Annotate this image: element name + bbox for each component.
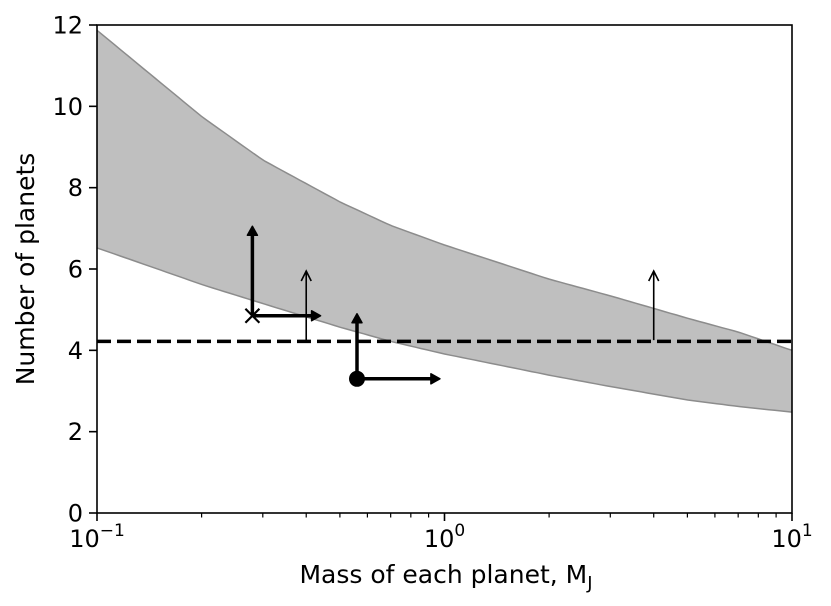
x-axis-label-subscript: J xyxy=(586,573,592,594)
x-tick-label-base: 10 xyxy=(69,525,100,553)
y-tick-label: 8 xyxy=(68,174,83,202)
x-marker xyxy=(244,225,322,324)
y-tick-label: 4 xyxy=(68,337,83,365)
x-axis-ticks: 10−1 100 101 xyxy=(69,513,813,553)
dot-marker xyxy=(348,312,441,387)
y-tick-label: 0 xyxy=(68,500,83,528)
x-axis-label-text: Mass of each planet, M xyxy=(299,560,587,589)
x-tick-label-base: 10 xyxy=(771,525,802,553)
x-axis-label: Mass of each planet, MJ xyxy=(299,560,592,594)
y-axis-ticks: 0 2 4 6 8 10 12 xyxy=(52,12,97,528)
band-lower-edge xyxy=(97,247,792,413)
y-tick-label: 12 xyxy=(52,12,83,40)
y-tick-label: 10 xyxy=(52,93,83,121)
x-tick-label: 101 xyxy=(771,521,812,553)
x-tick-label-exponent: 1 xyxy=(802,521,813,541)
dot-marker-symbol xyxy=(348,370,365,387)
y-tick-label: 2 xyxy=(68,418,83,446)
lower-limit-arrow-2-head xyxy=(648,269,660,282)
lower-limit-arrow-1-head xyxy=(300,269,312,282)
marker-group xyxy=(244,225,660,387)
x-marker-right-arrow-head xyxy=(310,310,322,322)
shaded-band xyxy=(97,30,792,413)
y-tick-label: 6 xyxy=(68,256,83,284)
x-tick-label-exponent: 0 xyxy=(454,521,465,541)
lower-limit-arrow-2 xyxy=(648,269,660,341)
x-tick-label: 100 xyxy=(424,521,465,553)
band-upper-edge xyxy=(97,29,792,352)
y-axis-label: Number of planets xyxy=(11,153,40,386)
x-marker-up-arrow-head xyxy=(246,225,259,237)
x-tick-label-base: 10 xyxy=(424,525,455,553)
dot-marker-right-arrow-head xyxy=(430,373,441,385)
plot-area xyxy=(97,29,792,413)
lower-limit-arrow-1 xyxy=(300,269,312,341)
x-marker-symbol xyxy=(244,307,261,324)
x-tick-label-exponent: −1 xyxy=(100,521,125,541)
x-tick-label: 10−1 xyxy=(69,521,125,553)
dot-marker-up-arrow-head xyxy=(351,312,363,324)
